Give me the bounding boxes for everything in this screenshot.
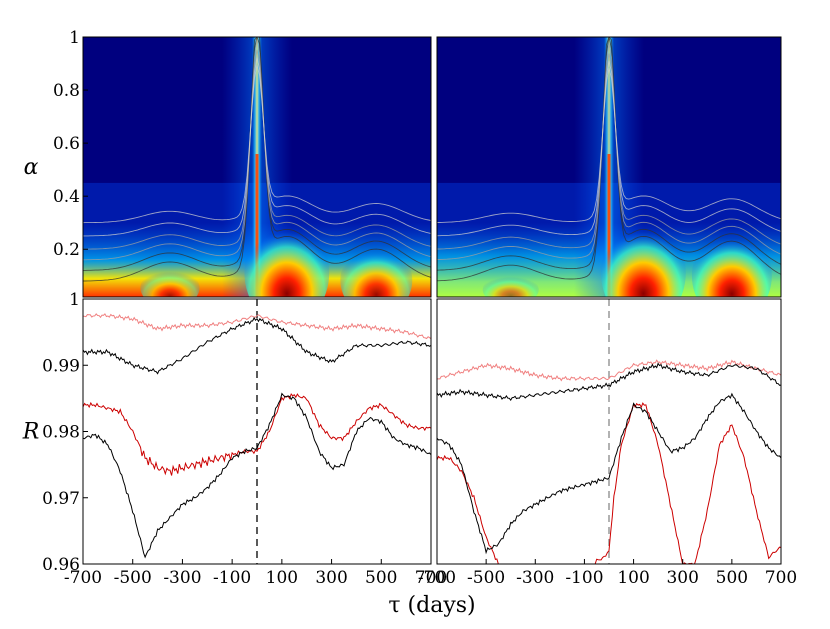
- heatmap-contour: [83, 49, 431, 250]
- panel-top-right: [436, 36, 782, 298]
- y-tick-label: 0.96: [42, 555, 80, 575]
- x-tick-label: -700: [418, 568, 456, 588]
- axes-frame: [436, 298, 782, 565]
- heatmap-contour: [83, 65, 431, 224]
- plot-area: [437, 37, 781, 297]
- series-line-3: [83, 393, 431, 476]
- y-tick-label: 0.99: [42, 356, 80, 376]
- x-tick-label: 300: [666, 568, 698, 588]
- heatmap-hotspot: [340, 244, 413, 297]
- heatmap-spike-core: [255, 154, 259, 297]
- x-tick-label: 700: [415, 568, 447, 588]
- plot-area: [83, 299, 431, 564]
- x-tick-label: 500: [365, 568, 397, 588]
- heatmap-contour: [437, 53, 781, 250]
- x-tick-label: 100: [617, 568, 649, 588]
- axes-frame: [436, 36, 782, 298]
- x-tick-label: -300: [163, 568, 201, 588]
- heatmap-contour: [437, 37, 781, 282]
- heatmap-contour: [83, 37, 431, 282]
- x-tick-label: 700: [765, 568, 797, 588]
- y-axis-label: α: [24, 155, 39, 180]
- series-line-4: [83, 392, 431, 559]
- y-tick-label: 0.97: [42, 489, 80, 509]
- heatmap-contour: [437, 43, 781, 261]
- x-tick-label: -700: [64, 568, 102, 588]
- heatmap-contour: [437, 37, 781, 271]
- series-line-3: [437, 402, 781, 564]
- heatmap-hotspot: [482, 273, 539, 297]
- series-line-1: [83, 313, 431, 340]
- heatmap-spike-core: [607, 154, 611, 297]
- plot-area: [437, 299, 781, 564]
- series-line-2: [437, 362, 781, 401]
- shared-x-axis-label: τ (days): [388, 593, 475, 618]
- heatmap-contour: [83, 57, 431, 237]
- y-tick-label: 0.4: [53, 187, 80, 207]
- y-axis-label: R: [22, 420, 40, 445]
- x-tick-label: -500: [114, 568, 152, 588]
- x-tick-label: -500: [467, 568, 505, 588]
- heatmap-hotspot: [140, 267, 200, 297]
- heatmap-hotspot: [691, 229, 772, 297]
- heatmap-contour: [83, 37, 431, 271]
- series-line-1: [437, 359, 781, 382]
- x-tick-label: 300: [315, 568, 347, 588]
- y-tick-label: 0.6: [53, 134, 80, 154]
- y-tick-label: 1: [69, 28, 80, 48]
- y-tick-label: 0.2: [53, 240, 80, 260]
- series-line-4: [437, 392, 781, 555]
- axes-frame: [82, 36, 432, 298]
- x-tick-label: -100: [565, 568, 603, 588]
- x-tick-label: 100: [266, 568, 298, 588]
- y-tick-label: 0.98: [42, 423, 80, 443]
- x-tick-label: 500: [716, 568, 748, 588]
- panel-bottom-left: 1 0.99 0.98 0.97 0.96-700 -500 -300 -100 100 300 5…: [22, 290, 448, 588]
- x-tick-label: -100: [213, 568, 251, 588]
- panel-bottom-right: -700 -500 -300 -100 100 300 500 700: [418, 298, 797, 588]
- panel-top-left: 1 0.8 0.6 0.4 0.2 α: [24, 28, 432, 298]
- heatmap-contour: [437, 68, 781, 223]
- heatmap-contour: [83, 39, 431, 261]
- y-tick-label: 1: [69, 290, 80, 310]
- plot-area: [83, 37, 431, 297]
- x-tick-label: -300: [516, 568, 554, 588]
- y-tick-label: 0.8: [53, 81, 80, 101]
- heatmap-contour: [437, 60, 781, 237]
- series-line-2: [83, 316, 431, 375]
